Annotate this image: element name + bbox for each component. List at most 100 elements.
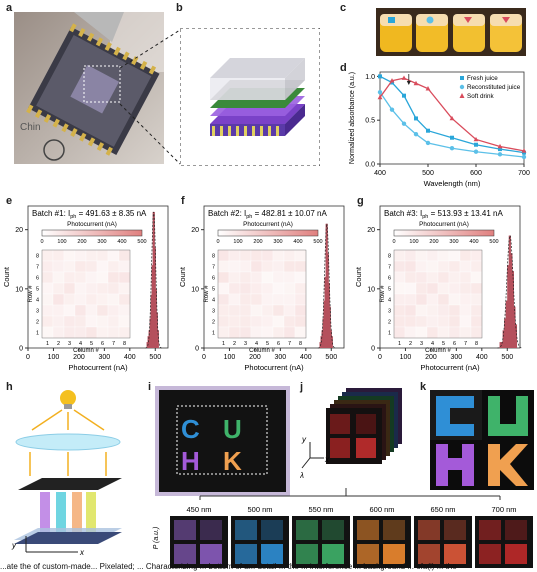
heatmap-col-tick: 2: [409, 341, 412, 347]
batch-y-tick-label: 10: [367, 286, 375, 293]
heatmap-cell: [404, 293, 417, 306]
heatmap-cell: [283, 304, 296, 317]
heatmap-cell: [96, 249, 109, 262]
heatmap-cell: [250, 260, 263, 273]
d-point: [425, 86, 431, 91]
batch-title-subscript: ph: [246, 214, 252, 220]
d-x-tick-label: 700: [518, 170, 530, 177]
colorbar: [217, 229, 319, 237]
heatmap-cell: [261, 249, 274, 262]
heatmap-col-tick: 8: [475, 341, 478, 347]
colorbar-tick-label: 200: [253, 239, 262, 245]
heatmap-col-tick: 2: [233, 341, 236, 347]
strip-wavelength-label: 550 nm: [308, 505, 333, 514]
colorbar-tick-label: 300: [449, 239, 458, 245]
strip-quadrant: [296, 520, 318, 540]
heatmap-cell: [118, 282, 131, 295]
strip-quadrant: [357, 544, 379, 564]
d-point: [389, 78, 395, 83]
heatmap-cell: [239, 260, 252, 273]
colorbar-tick-label: 400: [469, 239, 478, 245]
strip-quadrant: [357, 520, 379, 540]
heatmap-row-tick: 8: [388, 254, 391, 260]
heatmap-cell: [96, 315, 109, 328]
heatmap-row-tick: 4: [212, 298, 215, 304]
heatmap-row-tick: 7: [388, 265, 391, 271]
heatmap-cell: [250, 271, 263, 284]
colorbar-tick-label: 0: [392, 239, 395, 245]
d-peak-arrow-head: [406, 81, 411, 85]
panel-label-d: d: [340, 62, 347, 74]
colorbar-tick-label: 400: [117, 239, 126, 245]
heatmap-cell: [393, 326, 406, 339]
heatmap-cell: [261, 315, 274, 328]
batch-x-axis-label: Photocurrent (nA): [244, 363, 304, 372]
heatmap-cell: [415, 293, 428, 306]
heatmap-col-tick: 6: [277, 341, 280, 347]
heatmap-frame: [217, 249, 307, 339]
heatmap-cell: [294, 326, 307, 339]
heatmap-cell: [63, 315, 76, 328]
heatmap-cell: [448, 271, 461, 284]
d-y-tick-label: 0.5: [365, 118, 375, 125]
strip-quadrant: [296, 544, 318, 564]
heatmap-cell: [272, 260, 285, 273]
heatmap-cell: [437, 282, 450, 295]
heatmap-cell: [393, 271, 406, 284]
heatmap-cell: [74, 249, 87, 262]
heatmap-cell: [415, 249, 428, 262]
strip-quadrant: [200, 520, 222, 540]
heatmap-cell: [228, 315, 241, 328]
heatmap-cell: [448, 249, 461, 262]
juice-cups-photo: [376, 8, 526, 56]
heatmap-cell: [448, 326, 461, 339]
panel-label-h: h: [6, 381, 13, 393]
heatmap-cell: [415, 304, 428, 317]
heatmap-cell: [272, 326, 285, 339]
heatmap-cell: [217, 326, 230, 339]
colorbar-tick-label: 100: [409, 239, 418, 245]
heatmap-cell: [448, 315, 461, 328]
batch-title-prefix: Batch #2: I: [208, 209, 246, 218]
heatmap-cell: [470, 282, 483, 295]
heatmap-col-tick: 1: [222, 341, 225, 347]
heatmap-cell: [41, 293, 54, 306]
heatmap-cell: [393, 282, 406, 295]
heatmap-cell: [239, 326, 252, 339]
d-point: [474, 142, 478, 147]
d-point: [378, 74, 382, 79]
heatmap-cell: [250, 293, 263, 306]
heatmap-row-tick: 1: [36, 331, 39, 337]
heatmap-col-tick: 5: [266, 341, 269, 347]
d-point: [402, 93, 406, 98]
heatmap-cell: [448, 282, 461, 295]
histogram-bar: [513, 306, 516, 348]
d-legend-label: Reconstituted juice: [467, 84, 521, 91]
d-point: [521, 154, 527, 160]
histogram-bar: [514, 324, 518, 348]
batch-title: Batch #1: Iph = 491.63 ± 8.35 nA: [32, 209, 147, 220]
heatmap-cell: [448, 293, 461, 306]
panel-label-e: e: [6, 195, 13, 207]
d-point: [425, 140, 431, 146]
heatmap-cell: [41, 282, 54, 295]
colorbar-tick-label: 500: [137, 239, 146, 245]
batch-title: Batch #3: Iph = 513.93 ± 13.41 nA: [384, 209, 503, 220]
heatmap-cell: [294, 293, 307, 306]
heatmap-cell: [228, 293, 241, 306]
heatmap-cell: [470, 304, 483, 317]
heatmap-cell: [74, 315, 87, 328]
d-point: [473, 136, 479, 142]
heatmap-row-tick: 6: [212, 276, 215, 282]
histogram-bar: [328, 306, 331, 348]
heatmap-row-tick: 6: [36, 276, 39, 282]
letter-c: C: [181, 414, 200, 444]
heatmap-cell: [283, 282, 296, 295]
heatmap-row-tick: 2: [388, 320, 391, 326]
photo-background-text: Chin: [20, 122, 41, 133]
batch1-histogram-panel: Batch #1: Iph = 491.63 ± 8.35 nAPhotocur…: [2, 205, 169, 372]
heatmap-row-tick: 8: [212, 254, 215, 260]
batch-x-tick-label: 100: [224, 354, 236, 361]
device-stack-schematic: [180, 28, 320, 166]
heatmap-cell: [107, 282, 120, 295]
